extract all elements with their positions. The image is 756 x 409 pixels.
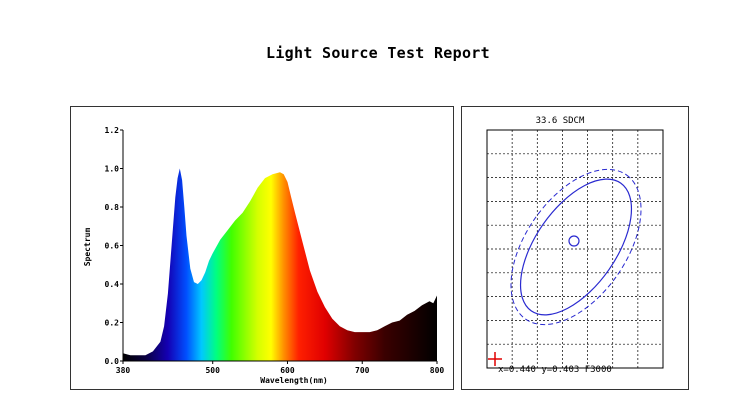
outer-tolerance-ellipse <box>510 168 642 326</box>
spectrum-area <box>123 168 437 361</box>
y-tick-label: 0.4 <box>105 280 120 289</box>
y-tick-label: 1.0 <box>105 165 120 174</box>
spectrum-chart-panel: 0.0 0.2 0.4 0.6 0.8 1.0 1.2 380 500 600 700 800 Wa… <box>70 106 454 390</box>
measured-point-marker <box>488 352 502 366</box>
x-tick-group: 380 500 600 700 800 <box>116 361 445 375</box>
y-tick-label: 0.2 <box>105 319 120 328</box>
x-tick-label: 800 <box>430 366 445 375</box>
chromaticity-panel: 33.6 SDCM x=0.440 y=0.403 F3000 <box>461 106 689 390</box>
x-tick-label: 380 <box>116 366 131 375</box>
x-tick-label: 700 <box>355 366 370 375</box>
x-tick-label: 600 <box>280 366 295 375</box>
x-axis-label: Wavelength(nm) <box>260 376 327 385</box>
y-tick-label: 0.8 <box>105 203 120 212</box>
chroma-grid <box>487 130 663 368</box>
y-tick-label: 0.0 <box>105 357 120 366</box>
y-tick-label: 0.6 <box>105 242 120 251</box>
report-title: Light Source Test Report <box>266 44 490 62</box>
y-axis-label: Spectrum <box>83 228 92 267</box>
sdcm-label: 33.6 SDCM <box>536 116 585 126</box>
x-tick-label: 500 <box>205 366 220 375</box>
inner-tolerance-ellipse <box>519 178 633 316</box>
y-tick-group: 0.0 0.2 0.4 0.6 0.8 1.0 1.2 <box>105 126 123 366</box>
chromaticity-diagram: 33.6 SDCM x=0.440 y=0.403 F3000 <box>486 116 664 375</box>
y-tick-label: 1.2 <box>105 126 120 135</box>
chromaticity-readout: x=0.440 y=0.403 F3000 <box>498 365 612 375</box>
spectrum-chart: 0.0 0.2 0.4 0.6 0.8 1.0 1.2 380 500 600 700 800 Wa… <box>83 126 445 385</box>
target-point <box>568 235 580 247</box>
